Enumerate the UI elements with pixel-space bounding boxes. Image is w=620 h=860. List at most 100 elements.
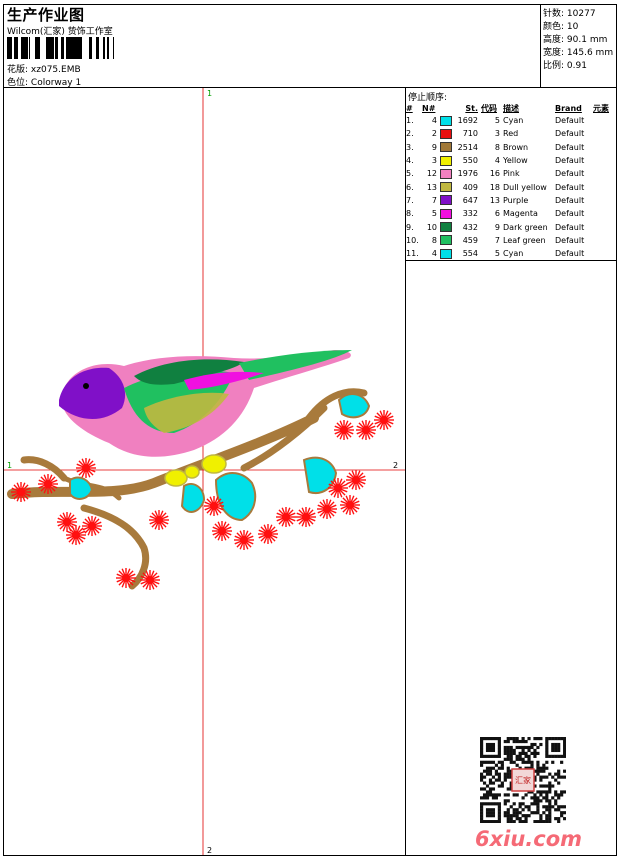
- stats-divider: [540, 4, 541, 87]
- berry: [276, 507, 296, 527]
- swatch-cell: [440, 127, 454, 140]
- brand-cell: Default: [555, 195, 585, 205]
- desc-cell: Dark green: [503, 222, 548, 232]
- swatch-cell: [440, 194, 454, 207]
- berry: [328, 478, 348, 498]
- element-cell: [593, 207, 617, 220]
- stitches-cell: 1692: [457, 116, 478, 126]
- seq-cell: 2.: [406, 129, 414, 139]
- needle-cell: 13: [426, 182, 437, 192]
- berry: [11, 482, 31, 502]
- seq-cell: 11.: [406, 249, 419, 259]
- color-swatch: [440, 155, 452, 166]
- swatch-cell: [440, 114, 454, 127]
- needle-cell: 10: [426, 222, 437, 232]
- thread-row: 5. 12 1976 16 Pink Default: [406, 167, 617, 180]
- col-needle: N#: [422, 103, 436, 113]
- pattern-label: 花版:: [7, 65, 29, 75]
- yellow-flowers: [164, 454, 227, 487]
- stat-height: 高度: 90.1 mm: [543, 32, 607, 45]
- barcode: [7, 37, 114, 59]
- color-swatch: [440, 142, 452, 153]
- brand-cell: Default: [555, 182, 585, 192]
- thread-row: 10. 8 459 7 Leaf green Default: [406, 234, 617, 247]
- swatch-cell: [440, 167, 454, 180]
- brand-cell: Default: [555, 116, 585, 126]
- element-cell: [593, 194, 617, 207]
- sheet-frame: [3, 4, 617, 856]
- stat-label: 高度:: [543, 35, 565, 45]
- col-swatch: [440, 102, 454, 114]
- stat-label: 宽度:: [543, 48, 565, 58]
- berries: [11, 410, 394, 590]
- code-cell: 9: [494, 222, 500, 232]
- thread-row: 8. 5 332 6 Magenta Default: [406, 207, 617, 220]
- brand-cell: Default: [555, 249, 585, 259]
- color-swatch: [440, 182, 452, 193]
- col-element: 元素: [593, 103, 609, 113]
- seq-cell: 10.: [406, 235, 419, 245]
- marker-left: 1: [7, 461, 12, 470]
- stat-value: 145.6 mm: [566, 48, 614, 58]
- stitches-cell: 459: [462, 235, 478, 245]
- brand-cell: Default: [555, 222, 585, 232]
- berry: [82, 516, 102, 536]
- desc-cell: Dull yellow: [503, 182, 547, 192]
- thread-table-header: # N# St. 代码 描述 Brand 元素: [406, 102, 617, 114]
- needle-cell: 7: [431, 195, 437, 205]
- berry: [116, 568, 136, 588]
- color-swatch: [440, 208, 452, 219]
- stitches-cell: 550: [462, 156, 478, 166]
- desc-cell: Cyan: [503, 249, 524, 259]
- desc-cell: Red: [503, 129, 519, 139]
- code-cell: 7: [494, 235, 500, 245]
- color-swatch: [440, 222, 452, 233]
- marker-right: 2: [393, 461, 398, 470]
- thread-row: 6. 13 409 18 Dull yellow Default: [406, 180, 617, 193]
- code-cell: 18: [489, 182, 500, 192]
- stat-value: 10277: [566, 9, 596, 19]
- thread-table: # N# St. 代码 描述 Brand 元素 1. 4 1692 5 Cyan Defa…: [406, 102, 617, 260]
- thread-row: 2. 2 710 3 Red Default: [406, 127, 617, 140]
- code-cell: 6: [494, 209, 500, 219]
- stitches-cell: 2514: [457, 142, 478, 152]
- stitches-cell: 332: [462, 209, 478, 219]
- needle-cell: 5: [431, 209, 437, 219]
- design-preview: 1 2 2 1: [4, 88, 405, 855]
- stop-sequence-title: 停止顺序:: [408, 93, 448, 103]
- stat-label: 颜色:: [543, 22, 565, 32]
- swatch-cell: [440, 207, 454, 220]
- stat-stitches: 针数: 10277: [543, 6, 596, 19]
- col-seq: #: [406, 103, 413, 113]
- element-cell: [593, 234, 617, 247]
- panel-divider: [405, 87, 406, 856]
- berry: [317, 499, 337, 519]
- berry: [374, 410, 394, 430]
- element-cell: [593, 127, 617, 140]
- col-brand: Brand: [555, 103, 582, 113]
- code-cell: 3: [494, 129, 500, 139]
- seq-cell: 8.: [406, 209, 414, 219]
- swatch-cell: [440, 180, 454, 193]
- sheet-title: 生产作业图: [7, 6, 85, 24]
- berry: [57, 512, 77, 532]
- color-swatch: [440, 248, 452, 259]
- color-swatch: [440, 128, 452, 139]
- branch: [7, 388, 368, 590]
- brand-cell: Default: [555, 129, 585, 139]
- element-cell: [593, 154, 617, 167]
- table-divider: [406, 260, 617, 261]
- seq-cell: 3.: [406, 142, 414, 152]
- needle-cell: 8: [431, 235, 437, 245]
- berry: [258, 524, 278, 544]
- berry: [234, 530, 254, 550]
- berry: [212, 521, 232, 541]
- swatch-cell: [440, 247, 454, 260]
- stat-width: 宽度: 145.6 mm: [543, 45, 613, 58]
- berry: [340, 495, 360, 515]
- color-swatch: [440, 235, 452, 246]
- berry: [140, 570, 160, 590]
- stitches-cell: 554: [462, 249, 478, 259]
- seq-cell: 6.: [406, 182, 414, 192]
- colorway-value: Colorway 1: [30, 78, 82, 88]
